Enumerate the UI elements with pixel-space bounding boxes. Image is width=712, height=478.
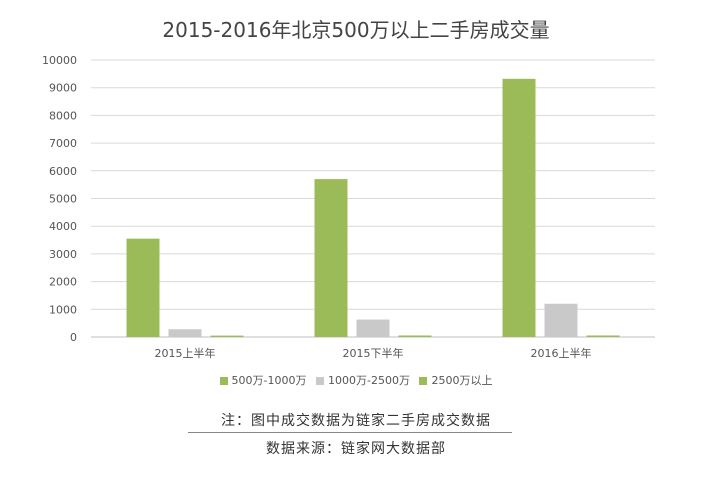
y-tick-label: 5000 — [49, 193, 77, 206]
y-tick-label: 8000 — [49, 109, 77, 122]
y-tick-label: 10000 — [42, 54, 77, 67]
bar-series-3-2015下半年 — [398, 335, 432, 337]
gridlines — [91, 59, 655, 338]
y-tick-label: 7000 — [49, 137, 77, 150]
bar-series-1-2015下半年 — [314, 179, 348, 337]
y-tick-label: 0 — [70, 331, 77, 344]
x-tick-label: 2015上半年 — [155, 346, 216, 360]
legend-swatch-series-1 — [219, 377, 228, 385]
y-tick-label: 3000 — [49, 248, 77, 261]
bar-series-2-2015上半年 — [168, 329, 202, 337]
legend-label-series-2: 1000万-2500万 — [328, 374, 410, 387]
legend-label-series-1: 500万-1000万 — [231, 374, 307, 387]
legend-swatch-series-3 — [419, 377, 428, 385]
legend-item-series-2: 1000万-2500万 — [316, 372, 410, 388]
x-axis-tick-labels: 2015上半年 2015下半年 2016上半年 — [155, 346, 592, 360]
bar-series-3-2016上半年 — [586, 335, 620, 337]
footer-divider — [188, 432, 512, 433]
legend-item-series-3: 2500万以上 — [419, 372, 492, 388]
bar-series-2-2015下半年 — [356, 319, 390, 337]
x-tick-label: 2015下半年 — [343, 346, 404, 360]
x-tick-label: 2016上半年 — [531, 346, 592, 360]
legend-item-series-1: 500万-1000万 — [219, 372, 307, 388]
chart-title: 2015-2016年北京500万以上二手房成交量 — [162, 18, 550, 42]
y-axis-tick-labels: 0 1000 2000 3000 4000 5000 6000 7000 8000 9000 100… — [42, 54, 77, 344]
bar-chart: 0 1000 2000 3000 4000 5000 6000 7000 8000 9000 100… — [42, 54, 655, 360]
footer-note: 注：图中成交数据为链家二手房成交数据 — [221, 413, 491, 429]
y-tick-label: 2000 — [49, 276, 77, 289]
legend: 500万-1000万 1000万-2500万 2500万以上 — [0, 372, 712, 388]
legend-label-series-3: 2500万以上 — [431, 374, 493, 387]
y-tick-label: 4000 — [49, 220, 77, 233]
bars — [126, 78, 620, 337]
y-tick-label: 1000 — [49, 303, 77, 316]
bar-series-2-2016上半年 — [544, 303, 578, 337]
bar-series-1-2015上半年 — [126, 238, 160, 337]
y-tick-label: 9000 — [49, 82, 77, 95]
bar-series-3-2015上半年 — [210, 335, 244, 337]
footer-source: 数据来源：链家网大数据部 — [266, 441, 446, 457]
y-tick-label: 6000 — [49, 165, 77, 178]
legend-swatch-series-2 — [316, 377, 324, 385]
bar-series-1-2016上半年 — [502, 78, 536, 337]
